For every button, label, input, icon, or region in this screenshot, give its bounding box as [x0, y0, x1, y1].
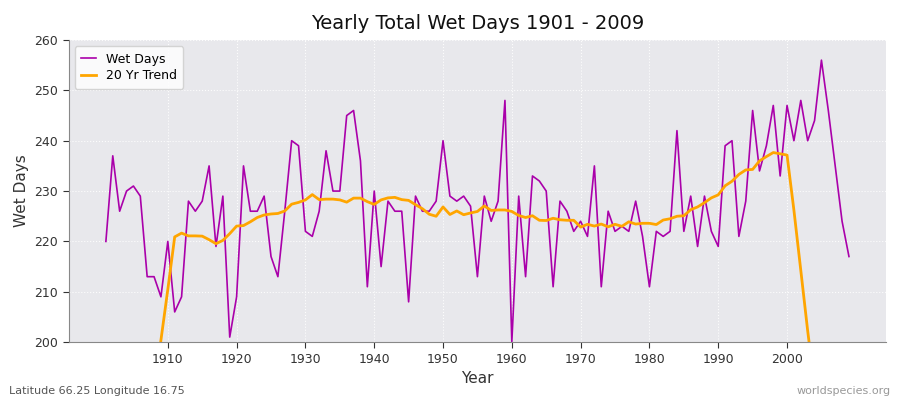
20 Yr Trend: [768, 150, 778, 155]
20 Yr Trend: [348, 196, 359, 200]
20 Yr Trend: [500, 208, 510, 212]
Line: 20 Yr Trend: 20 Yr Trend: [106, 152, 849, 400]
Wet Days: [843, 254, 854, 259]
Wet Days: [101, 239, 112, 244]
Wet Days: [596, 284, 607, 289]
Legend: Wet Days, 20 Yr Trend: Wet Days, 20 Yr Trend: [75, 46, 184, 88]
Wet Days: [816, 58, 827, 62]
Wet Days: [156, 294, 166, 299]
Wet Days: [500, 98, 510, 103]
Wet Days: [513, 194, 524, 198]
Text: Latitude 66.25 Longitude 16.75: Latitude 66.25 Longitude 16.75: [9, 386, 184, 396]
Wet Days: [507, 340, 517, 344]
20 Yr Trend: [507, 209, 517, 214]
X-axis label: Year: Year: [461, 371, 494, 386]
Text: worldspecies.org: worldspecies.org: [796, 386, 891, 396]
Y-axis label: Wet Days: Wet Days: [14, 155, 29, 228]
Title: Yearly Total Wet Days 1901 - 2009: Yearly Total Wet Days 1901 - 2009: [310, 14, 644, 33]
20 Yr Trend: [156, 338, 166, 342]
Wet Days: [348, 108, 359, 113]
20 Yr Trend: [307, 192, 318, 197]
20 Yr Trend: [589, 224, 599, 228]
Line: Wet Days: Wet Days: [106, 60, 849, 342]
Wet Days: [307, 234, 318, 239]
